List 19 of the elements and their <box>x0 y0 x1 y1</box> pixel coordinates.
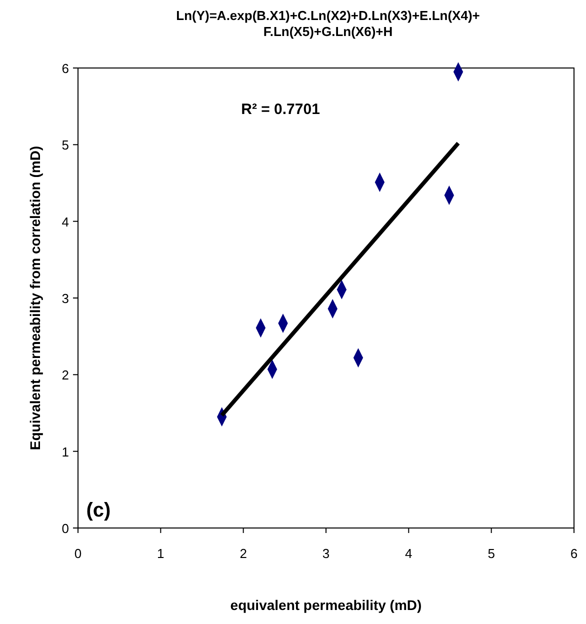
x-tick-label: 2 <box>240 546 247 561</box>
x-axis-title: equivalent permeability (mD) <box>230 597 422 613</box>
y-tick-label: 3 <box>62 291 69 306</box>
x-tick-label: 1 <box>157 546 164 561</box>
y-tick-label: 5 <box>62 138 69 153</box>
x-tick-label: 5 <box>488 546 495 561</box>
x-tick-label: 6 <box>570 546 578 561</box>
x-tick-label: 3 <box>322 546 330 561</box>
y-tick-label: 0 <box>62 521 69 536</box>
annotation: R² = 0.7701 <box>241 101 320 118</box>
y-tick-label: 6 <box>62 61 69 76</box>
y-tick-label: 1 <box>62 444 69 460</box>
y-tick-label: 2 <box>62 368 69 383</box>
x-tick-label: 4 <box>405 546 412 561</box>
y-tick-label: 4 <box>62 214 69 230</box>
y-axis-title: Equivalent permeability from correlation (mD) <box>27 146 43 450</box>
chart-title: Ln(Y)=A.exp(B.X1)+C.Ln(X2)+D.Ln(X3)+E.Ln(X4)+ F.Ln(X5)+G.Ln(X6)+H <box>176 8 480 39</box>
annotation: (c) <box>86 500 111 522</box>
x-tick-label: 0 <box>74 546 82 561</box>
